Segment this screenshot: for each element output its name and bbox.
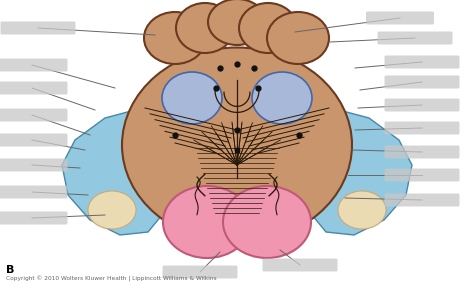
Polygon shape [62, 110, 165, 235]
FancyBboxPatch shape [377, 31, 453, 45]
FancyBboxPatch shape [384, 146, 459, 159]
FancyBboxPatch shape [384, 56, 459, 68]
FancyBboxPatch shape [366, 12, 434, 24]
Ellipse shape [208, 0, 266, 45]
Polygon shape [309, 110, 412, 235]
FancyBboxPatch shape [0, 58, 67, 72]
FancyBboxPatch shape [384, 75, 459, 88]
Ellipse shape [88, 191, 136, 229]
FancyBboxPatch shape [384, 98, 459, 111]
FancyBboxPatch shape [263, 258, 337, 272]
FancyBboxPatch shape [384, 122, 459, 134]
FancyBboxPatch shape [0, 134, 67, 146]
Ellipse shape [239, 3, 297, 53]
Ellipse shape [338, 191, 386, 229]
FancyBboxPatch shape [0, 159, 67, 171]
Ellipse shape [162, 72, 222, 124]
FancyBboxPatch shape [0, 109, 67, 122]
Ellipse shape [176, 3, 234, 53]
Text: Copyright © 2010 Wolters Kluwer Health | Lippincott Williams & Wilkins: Copyright © 2010 Wolters Kluwer Health |… [6, 276, 217, 282]
Ellipse shape [163, 186, 251, 258]
FancyBboxPatch shape [384, 194, 459, 207]
FancyBboxPatch shape [0, 185, 67, 198]
Ellipse shape [122, 47, 352, 242]
Ellipse shape [252, 72, 312, 124]
FancyBboxPatch shape [0, 22, 75, 35]
FancyBboxPatch shape [384, 168, 459, 182]
Ellipse shape [223, 186, 311, 258]
FancyBboxPatch shape [163, 265, 237, 278]
Ellipse shape [267, 12, 329, 64]
FancyBboxPatch shape [0, 212, 67, 224]
FancyBboxPatch shape [0, 81, 67, 95]
Text: B: B [6, 265, 14, 275]
Ellipse shape [144, 12, 206, 64]
